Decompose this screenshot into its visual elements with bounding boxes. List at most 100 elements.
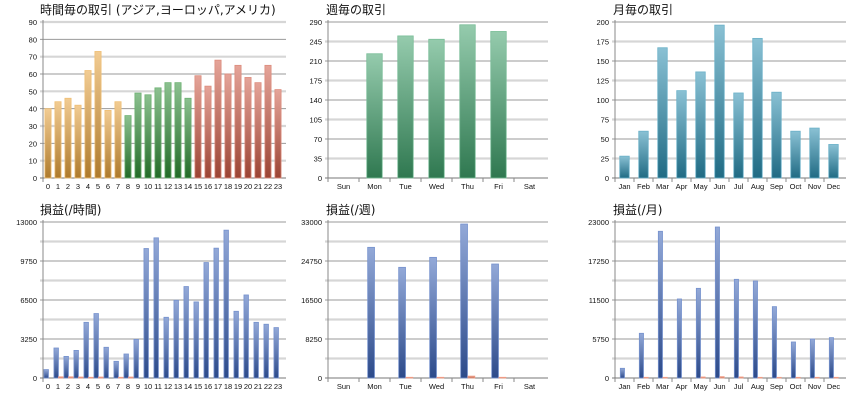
x-tick-label: 12 (164, 382, 172, 391)
bar (164, 82, 172, 179)
bar (224, 73, 232, 179)
x-tick-label: Aug (751, 382, 764, 391)
y-tick-label: 11500 (589, 296, 609, 305)
y-tick-label: 0 (33, 174, 37, 183)
y-tick-label: 100 (596, 96, 609, 105)
y-tick-label: 175 (309, 77, 322, 86)
bar (124, 115, 132, 179)
bar (757, 376, 763, 379)
bar (695, 71, 706, 179)
bar (43, 369, 49, 379)
x-tick-label: Thu (461, 382, 474, 391)
bar (263, 323, 269, 379)
bar (233, 310, 239, 379)
x-tick-label: Dec (827, 182, 841, 191)
y-tick-label: 13000 (16, 218, 37, 227)
weekly-profit-chart: 損益(/週) 0 8250 16500 24750 33000 Sun Mon Tue Wed Th… (301, 202, 548, 391)
y-tick-label: 140 (309, 96, 322, 105)
x-tick-label: Jan (618, 182, 630, 191)
x-tick-label: 23 (274, 382, 282, 391)
x-tick-label: 2 (66, 182, 70, 191)
bar (103, 346, 109, 379)
bar (174, 82, 182, 179)
x-tick-label: Sat (524, 382, 536, 391)
bar (738, 376, 744, 379)
bar (243, 294, 249, 379)
y-tick-label: 60 (29, 70, 37, 79)
x-tick-label: Jan (618, 382, 630, 391)
bar (143, 248, 149, 379)
bar (213, 247, 219, 379)
bar (53, 347, 59, 379)
x-tick-label: Fri (494, 382, 503, 391)
bar (436, 376, 445, 379)
x-tick-label: 9 (136, 382, 140, 391)
x-tick-label: 15 (194, 182, 202, 191)
bar (78, 376, 84, 379)
x-tick-label: 21 (254, 382, 262, 391)
y-tick-label: 23000 (588, 218, 609, 227)
x-tick-label: 18 (224, 382, 232, 391)
x-tick-label: 13 (174, 382, 182, 391)
bar (54, 101, 62, 179)
x-tick-label: Nov (808, 382, 822, 391)
bar (662, 376, 668, 379)
x-tick-label: Tue (399, 182, 412, 191)
bar (790, 130, 801, 179)
bar (98, 376, 104, 379)
bar (828, 144, 839, 179)
x-tick-label: Sun (337, 182, 350, 191)
bar (123, 353, 129, 379)
bar (397, 35, 414, 179)
x-tick-label: 8 (126, 382, 130, 391)
bar (214, 59, 222, 179)
bar (154, 87, 162, 179)
x-tick-label: 3 (76, 382, 80, 391)
x-tick-label: 5 (96, 182, 100, 191)
x-tick-label: 14 (184, 182, 192, 191)
bar (44, 108, 52, 179)
y-tick-label: 30 (29, 122, 37, 131)
y-tick-label: 75 (601, 116, 609, 125)
y-tick-label: 175 (596, 38, 609, 47)
y-tick-label: 90 (29, 18, 37, 27)
chart-title: 損益(/月) (613, 202, 662, 217)
x-tick-label: Feb (637, 382, 650, 391)
x-tick-label: Oct (790, 182, 803, 191)
chart-title: 時間毎の取引 (アジア,ヨーロッパ,アメリカ) (40, 2, 276, 17)
x-tick-label: 10 (144, 182, 152, 191)
chart-title: 月毎の取引 (613, 2, 673, 17)
bar (113, 360, 119, 379)
y-tick-label: 80 (29, 35, 37, 44)
x-tick-label: 1 (56, 382, 60, 391)
bar (84, 70, 92, 179)
x-tick-label: Thu (461, 182, 474, 191)
x-tick-label: Jun (713, 182, 725, 191)
x-tick-label: Apr (676, 382, 688, 391)
y-tick-label: 210 (309, 57, 322, 66)
hourly-trades-chart: 時間毎の取引 (アジア,ヨーロッパ,アメリカ)01020304050607080… (29, 2, 286, 191)
bar (114, 101, 122, 179)
bar (163, 316, 169, 379)
x-tick-label: Mon (367, 382, 382, 391)
bar (771, 306, 777, 379)
x-tick-label: 11 (154, 382, 162, 391)
x-tick-label: 7 (116, 382, 120, 391)
bar (814, 376, 820, 379)
bar (776, 376, 782, 379)
x-tick-label: 20 (244, 182, 252, 191)
bar (153, 237, 159, 379)
bar (429, 256, 437, 379)
bar (234, 64, 242, 179)
bar (657, 47, 668, 179)
x-tick-label: Jun (713, 382, 725, 391)
x-tick-label: 2 (66, 382, 70, 391)
y-tick-label: 0 (605, 174, 609, 183)
chart-title: 損益(/時間) (40, 202, 101, 217)
bar (204, 85, 212, 179)
bar (203, 262, 209, 379)
bar (790, 341, 796, 379)
bar (58, 376, 64, 379)
bar (223, 229, 229, 379)
y-tick-label: 9750 (20, 257, 37, 266)
